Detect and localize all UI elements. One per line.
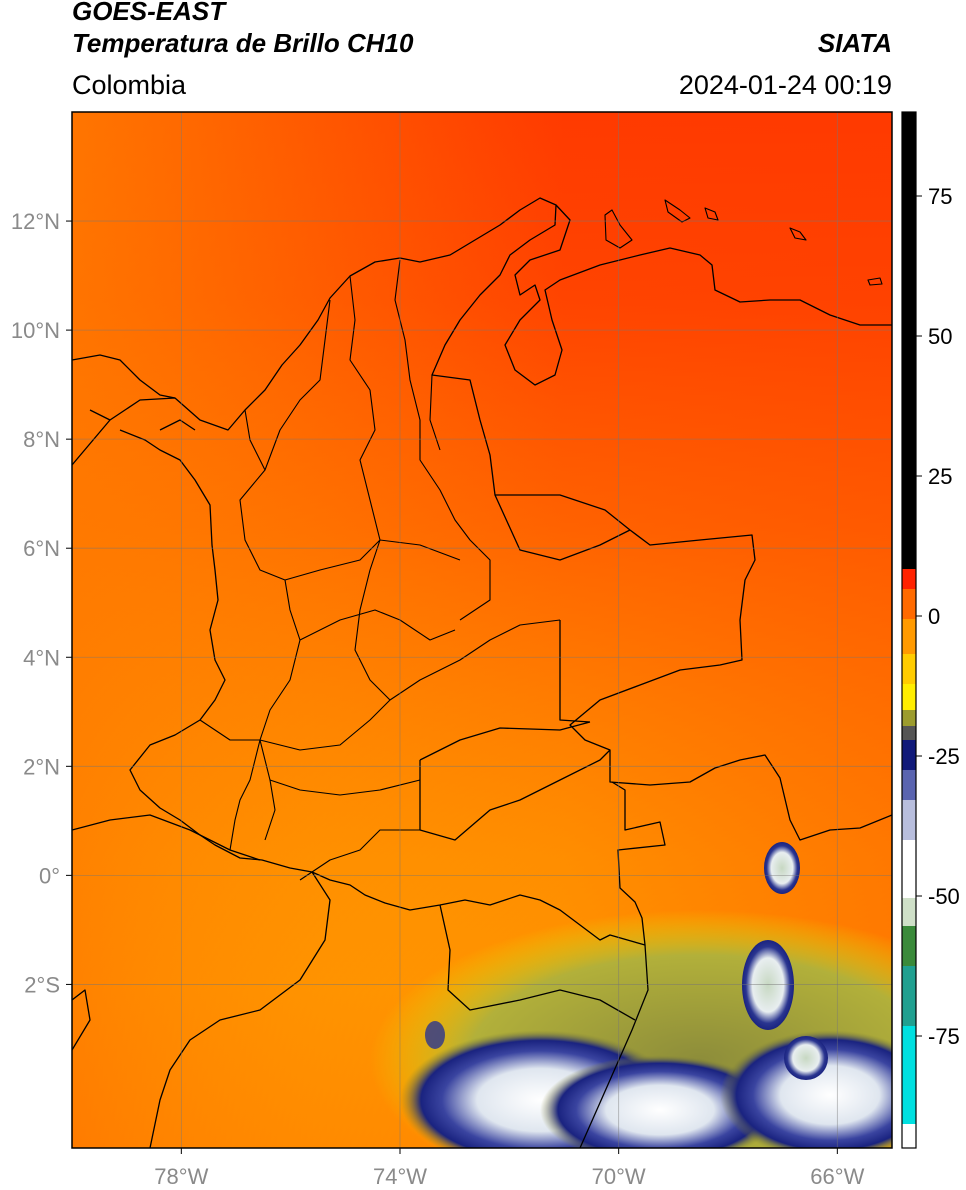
panama-coast: [72, 354, 196, 431]
colorbar-segment-olive: [902, 710, 916, 726]
colorbar-segment-teal: [902, 966, 916, 1026]
lat-tick-label-5: 2°N: [23, 754, 60, 779]
peru-border: [439, 904, 649, 1148]
lat-tick-label-3: 6°N: [23, 536, 60, 561]
graticule: [72, 112, 892, 1148]
colorbar-tick-label-4: -25: [928, 744, 960, 769]
colorbar-tick-label-0: 75: [928, 184, 952, 209]
lat-tick-label-2: 8°N: [23, 427, 60, 452]
colorbar-segment-orange-red: [902, 589, 916, 619]
boundaries: [72, 197, 892, 1148]
colorbar-segment-navy: [902, 740, 916, 770]
colorbar-segment-green: [902, 926, 916, 966]
lon-tick-label-0: 78°W: [154, 1164, 208, 1189]
longitude-ticks: 78°W 74°W 70°W 66°W: [154, 1148, 865, 1189]
lon-tick-label-2: 70°W: [592, 1164, 646, 1189]
timestamp-label: 2024-01-24 00:19: [678, 70, 892, 100]
colorbar-segment-red: [902, 569, 916, 589]
title-line-1: GOES-EAST: [72, 0, 226, 26]
lat-tick-label-0: 12°N: [11, 209, 60, 234]
colorbar-frame: [901, 111, 917, 1149]
lat-tick-label-7: 2°S: [24, 972, 60, 997]
colorbar-segment-blue: [902, 770, 916, 800]
colorbar-segment-white: [902, 840, 916, 898]
colorbar-segment-black: [902, 112, 916, 569]
colorbar-tick-label-6: -75: [928, 1024, 960, 1049]
colorbar-segment-cyan: [902, 1026, 916, 1124]
latitude-ticks: 12°N 10°N 8°N 6°N 4°N 2°N 0° 2°S: [11, 209, 72, 997]
map-frame: [71, 111, 893, 1149]
colorbar-segment-amber: [902, 654, 916, 684]
venezuela-coast: [504, 204, 892, 386]
colorbar-tick-label-1: 50: [928, 324, 952, 349]
colorbar-tick-label-5: -50: [928, 884, 960, 909]
brand-label: SIATA: [817, 28, 892, 58]
colorbar-segment-pale-green: [902, 898, 916, 926]
lat-tick-label-1: 10°N: [11, 318, 60, 343]
lon-tick-label-3: 66°W: [810, 1164, 864, 1189]
colorbar-segment-orange: [902, 619, 916, 654]
ecuador-coast: [72, 814, 331, 1148]
venezuela-inland-border: [419, 494, 631, 841]
title-line-2: Temperatura de Brillo CH10: [72, 28, 414, 58]
colorbar-tick-label-2: 25: [928, 464, 952, 489]
colorbar-segment-yellow: [902, 684, 916, 710]
colorbar-segment-bottom-white: [902, 1124, 916, 1148]
colombia-coast-and-border: [72, 197, 892, 841]
department-borders: [199, 259, 561, 881]
colombia-south-border: [119, 429, 666, 946]
colorbar-tick-label-3: 0: [928, 604, 940, 629]
lon-tick-label-1: 74°W: [373, 1164, 427, 1189]
lat-tick-label-6: 0°: [39, 863, 60, 888]
region-label: Colombia: [72, 70, 187, 100]
lat-tick-label-4: 4°N: [23, 645, 60, 670]
satellite-field: [72, 112, 892, 1148]
colorbar-segment-light-blue: [902, 800, 916, 840]
colorbar: [901, 111, 917, 1149]
colorbar-ticks: 75 50 25 0 -25 -50 -75: [916, 184, 960, 1049]
caribbean-islands: [604, 199, 883, 286]
colorbar-segment-grey: [902, 726, 916, 740]
